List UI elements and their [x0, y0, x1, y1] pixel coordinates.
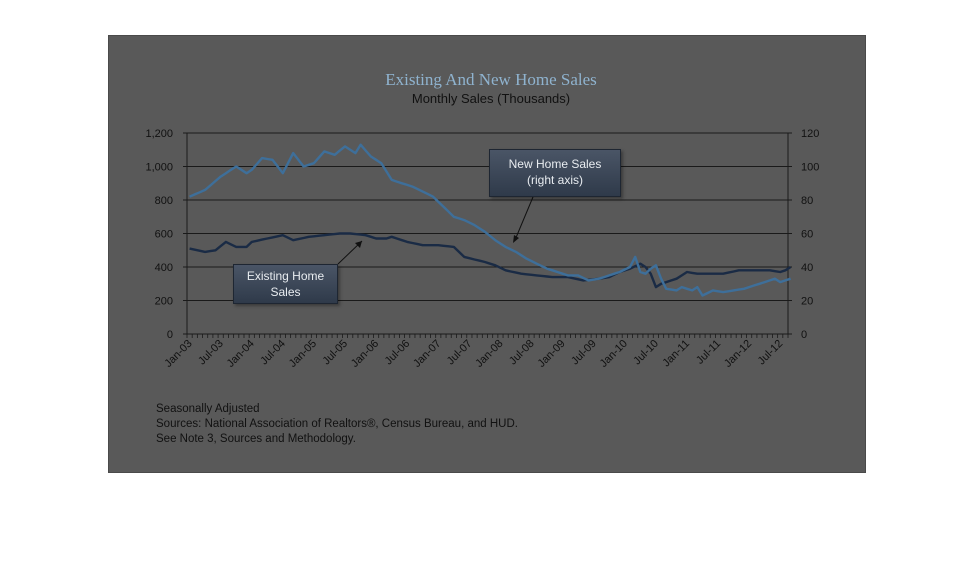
- arrowhead-new-home-sales: [513, 235, 519, 243]
- y-tick-label-left: 600: [155, 229, 173, 241]
- y-tick-label-right: 120: [801, 128, 819, 140]
- callout-line: (right axis): [526, 173, 583, 187]
- chart-notes: Seasonally Adjusted Sources: National As…: [156, 402, 518, 447]
- y-axis-left: 0 200 400 600 800 1,000 1,200: [145, 128, 188, 341]
- y-tick-label-left: 200: [155, 296, 173, 308]
- note-line: See Note 3, Sources and Methodology.: [156, 433, 356, 445]
- y-tick-label-left: 1,000: [145, 162, 173, 174]
- y-tick-label-left: 400: [155, 262, 173, 274]
- y-tick-label-right: 20: [801, 296, 813, 308]
- chart-svg: Existing And New Home Sales Monthly Sale…: [108, 35, 866, 473]
- new-home-salesline: [189, 143, 791, 297]
- arrowhead-existing-home-sales: [355, 241, 362, 248]
- y-tick-label-left: 800: [155, 195, 173, 207]
- y-tick-label-left: 0: [167, 329, 173, 341]
- y-axis-right: 0 20 40 60 80 100 120: [787, 128, 819, 341]
- callout-line: Existing Home: [246, 269, 325, 283]
- chart-subtitle: Monthly Sales (Thousands): [412, 91, 570, 106]
- series-lines: [189, 143, 792, 297]
- y-tick-label-left: 1,200: [145, 128, 173, 140]
- chart-background: [108, 35, 866, 473]
- existing-home-sales-callout: Existing Home Sales: [233, 264, 338, 304]
- existing-home-salesline: [189, 232, 792, 289]
- chart-panel: Existing And New Home Sales Monthly Sale…: [108, 35, 866, 473]
- chart-title: Existing And New Home Sales: [385, 70, 597, 89]
- y-tick-label-right: 60: [801, 229, 813, 241]
- note-line: Seasonally Adjusted: [156, 403, 260, 415]
- note-line: Sources: National Association of Realtor…: [156, 418, 518, 430]
- callout-arrows: [337, 196, 534, 265]
- new-home-sales-callout: New Home Sales (right axis): [489, 149, 621, 197]
- callout-line: Sales: [270, 285, 301, 299]
- arrow-new-home-sales: [514, 196, 534, 241]
- y-tick-label-right: 0: [801, 329, 807, 341]
- y-tick-label-right: 100: [801, 162, 819, 174]
- y-tick-label-right: 40: [801, 262, 813, 274]
- y-tick-label-right: 80: [801, 195, 813, 207]
- callout-line: New Home Sales: [508, 157, 602, 171]
